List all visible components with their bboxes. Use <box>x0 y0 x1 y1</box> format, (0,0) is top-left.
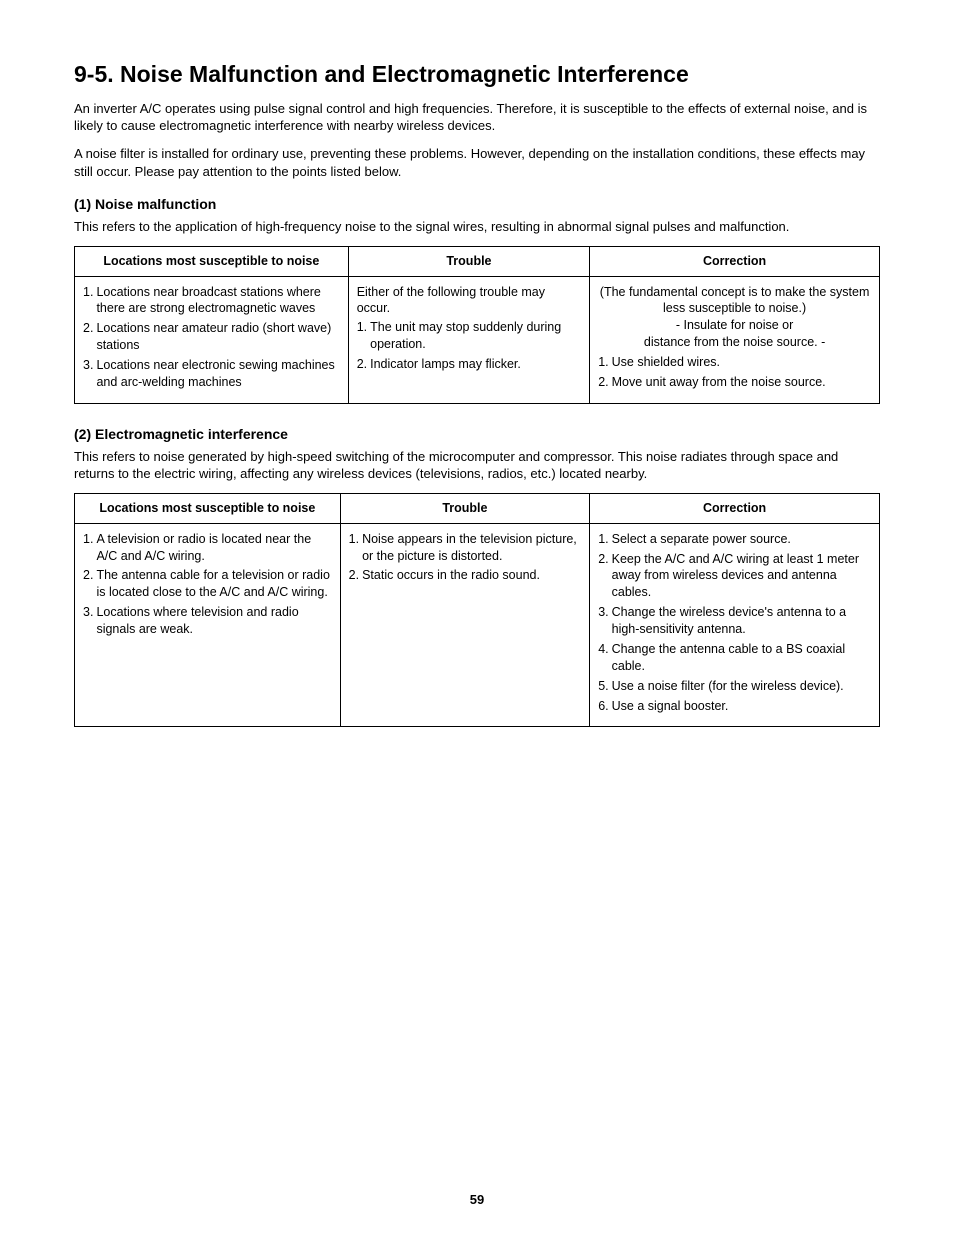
list-number: 1. <box>83 284 96 318</box>
list-number: 1. <box>598 531 611 548</box>
page: 9-5. Noise Malfunction and Electromagnet… <box>0 0 954 1235</box>
list-number: 1. <box>83 531 96 565</box>
list-text: Locations near electronic sewing machine… <box>96 357 339 391</box>
list-text: Change the antenna cable to a BS coaxial… <box>612 641 871 675</box>
col-header-trouble: Trouble <box>348 246 590 276</box>
list-text: Locations near amateur radio (short wave… <box>96 320 339 354</box>
cell-trouble: 1. Noise appears in the television pictu… <box>340 523 590 727</box>
subsection-2-heading: (2) Electromagnetic interference <box>74 426 880 442</box>
correction-note: - Insulate for noise or <box>598 317 871 334</box>
correction-note: distance from the noise source. - <box>598 334 871 351</box>
list-text: Select a separate power source. <box>612 531 871 548</box>
table-row: 1. Locations near broadcast stations whe… <box>75 276 880 403</box>
cell-correction: (The fundamental concept is to make the … <box>590 276 880 403</box>
list-number: 6. <box>598 698 611 715</box>
list-number: 2. <box>357 356 370 373</box>
table-row: 1. A television or radio is located near… <box>75 523 880 727</box>
list-number: 3. <box>598 604 611 638</box>
intro-paragraph-1: An inverter A/C operates using pulse sig… <box>74 100 880 135</box>
list-text: Locations where television and radio sig… <box>96 604 331 638</box>
list-number: 1. <box>357 319 370 353</box>
cell-locations: 1. A television or radio is located near… <box>75 523 341 727</box>
col-header-locations: Locations most susceptible to noise <box>75 493 341 523</box>
intro-paragraph-2: A noise filter is installed for ordinary… <box>74 145 880 180</box>
correction-note: (The fundamental concept is to make the … <box>598 284 871 318</box>
list-number: 1. <box>349 531 362 565</box>
list-text: Use shielded wires. <box>612 354 871 371</box>
list-text: A television or radio is located near th… <box>96 531 331 565</box>
cell-correction: 1. Select a separate power source. 2. Ke… <box>590 523 880 727</box>
col-header-trouble: Trouble <box>340 493 590 523</box>
list-text: The unit may stop suddenly during operat… <box>370 319 581 353</box>
list-text: Static occurs in the radio sound. <box>362 567 581 584</box>
list-number: 1. <box>598 354 611 371</box>
list-number: 2. <box>83 567 96 601</box>
subsection-2-desc: This refers to noise generated by high-s… <box>74 448 880 483</box>
cell-trouble: Either of the following trouble may occu… <box>348 276 590 403</box>
emi-table: Locations most susceptible to noise Trou… <box>74 493 880 728</box>
list-number: 2. <box>598 551 611 602</box>
list-number: 4. <box>598 641 611 675</box>
list-text: The antenna cable for a television or ra… <box>96 567 331 601</box>
list-text: Use a signal booster. <box>612 698 871 715</box>
list-text: Locations near broadcast stations where … <box>96 284 339 318</box>
table-header-row: Locations most susceptible to noise Trou… <box>75 493 880 523</box>
table-header-row: Locations most susceptible to noise Trou… <box>75 246 880 276</box>
col-header-correction: Correction <box>590 493 880 523</box>
col-header-locations: Locations most susceptible to noise <box>75 246 349 276</box>
list-text: Change the wireless device's antenna to … <box>612 604 871 638</box>
list-text: Move unit away from the noise source. <box>612 374 871 391</box>
list-number: 2. <box>83 320 96 354</box>
noise-malfunction-table: Locations most susceptible to noise Trou… <box>74 246 880 404</box>
list-number: 2. <box>349 567 362 584</box>
list-number: 2. <box>598 374 611 391</box>
subsection-1-desc: This refers to the application of high-f… <box>74 218 880 236</box>
list-text: Indicator lamps may flicker. <box>370 356 581 373</box>
list-text: Keep the A/C and A/C wiring at least 1 m… <box>612 551 871 602</box>
trouble-intro: Either of the following trouble may occu… <box>357 284 582 318</box>
list-text: Noise appears in the television picture,… <box>362 531 581 565</box>
subsection-1-heading: (1) Noise malfunction <box>74 196 880 212</box>
cell-locations: 1. Locations near broadcast stations whe… <box>75 276 349 403</box>
list-number: 3. <box>83 357 96 391</box>
section-title: 9-5. Noise Malfunction and Electromagnet… <box>74 60 880 90</box>
col-header-correction: Correction <box>590 246 880 276</box>
list-text: Use a noise filter (for the wireless dev… <box>612 678 871 695</box>
list-number: 5. <box>598 678 611 695</box>
list-number: 3. <box>83 604 96 638</box>
page-number: 59 <box>0 1192 954 1207</box>
